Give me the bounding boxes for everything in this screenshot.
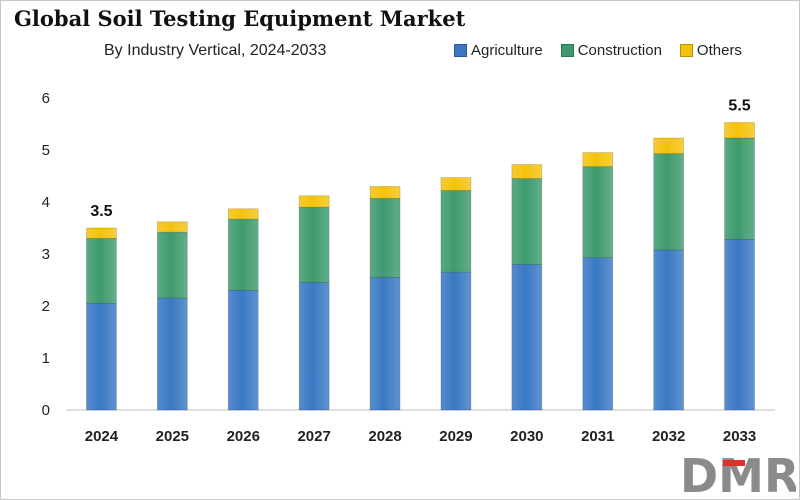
bar-others-2031 — [582, 152, 614, 168]
dmr-logo-accent — [723, 460, 745, 466]
legend-label-agriculture: Agriculture — [471, 42, 543, 59]
bar-construction-2025 — [156, 231, 188, 299]
bar-agriculture-2024 — [86, 302, 117, 411]
bar-construction-2024 — [86, 237, 117, 304]
x-tick-label-2026: 2026 — [227, 428, 260, 445]
bar-agriculture-2027 — [298, 282, 330, 411]
y-tick-label: 3 — [42, 246, 50, 263]
legend-item-agriculture: Agriculture — [454, 42, 543, 59]
bar-agriculture-2029 — [440, 271, 472, 411]
chart-subtitle: By Industry Vertical, 2024-2033 — [104, 42, 327, 59]
x-tick-label-2024: 2024 — [85, 428, 119, 445]
bar-others-2027 — [298, 195, 330, 208]
bar-construction-2026 — [227, 218, 259, 291]
y-tick-label: 5 — [42, 142, 50, 159]
legend: Agriculture Construction Others — [454, 42, 742, 59]
chart-title: Global Soil Testing Equipment Market — [14, 6, 466, 31]
legend-item-others: Others — [679, 42, 742, 59]
bar-others-2028 — [369, 185, 401, 199]
bar-agriculture-2033 — [724, 239, 755, 411]
bar-others-2025 — [156, 221, 188, 233]
bar-agriculture-2032 — [653, 249, 685, 411]
legend-label-construction: Construction — [577, 42, 662, 59]
x-tick-label-2032: 2032 — [652, 428, 685, 445]
y-tick-label: 4 — [42, 194, 50, 211]
bar-agriculture-2028 — [369, 276, 401, 411]
y-tick-label: 2 — [42, 298, 50, 315]
bar-construction-2032 — [653, 153, 685, 251]
bar-construction-2027 — [298, 206, 330, 283]
legend-swatch-agriculture — [454, 44, 467, 57]
legend-item-construction: Construction — [560, 42, 662, 59]
bar-others-2033 — [724, 122, 755, 139]
y-tick-label: 6 — [42, 90, 50, 107]
bar-agriculture-2026 — [227, 289, 259, 411]
bar-agriculture-2031 — [582, 257, 614, 411]
bar-others-2029 — [440, 177, 472, 191]
x-tick-label-2027: 2027 — [297, 428, 330, 445]
bar-construction-2031 — [582, 166, 614, 259]
bar-agriculture-2025 — [156, 297, 188, 411]
dmr-logo: DMR — [680, 449, 796, 496]
y-tick-label: 0 — [42, 402, 50, 419]
data-label-2033: 5.5 — [728, 97, 750, 114]
x-tick-label-2025: 2025 — [156, 428, 189, 445]
x-tick-label-2028: 2028 — [368, 428, 401, 445]
bar-construction-2029 — [440, 190, 472, 273]
legend-swatch-others — [679, 44, 693, 57]
bar-others-2032 — [653, 137, 685, 155]
bar-others-2030 — [511, 164, 543, 179]
bar-construction-2030 — [511, 178, 543, 265]
bar-construction-2033 — [724, 137, 755, 240]
x-tick-label-2031: 2031 — [581, 428, 614, 445]
legend-label-others: Others — [696, 42, 742, 59]
x-tick-label-2033: 2033 — [723, 428, 756, 445]
data-label-2024: 3.5 — [90, 203, 112, 220]
x-tick-label-2029: 2029 — [439, 428, 472, 445]
legend-swatch-construction — [560, 44, 574, 57]
x-tick-label-2030: 2030 — [510, 428, 543, 445]
bar-construction-2028 — [369, 197, 401, 278]
dmr-logo-text: DMR — [680, 449, 796, 496]
y-tick-label: 1 — [42, 350, 50, 367]
bar-agriculture-2030 — [511, 263, 543, 411]
bar-others-2026 — [227, 208, 259, 220]
bar-others-2024 — [86, 227, 117, 239]
